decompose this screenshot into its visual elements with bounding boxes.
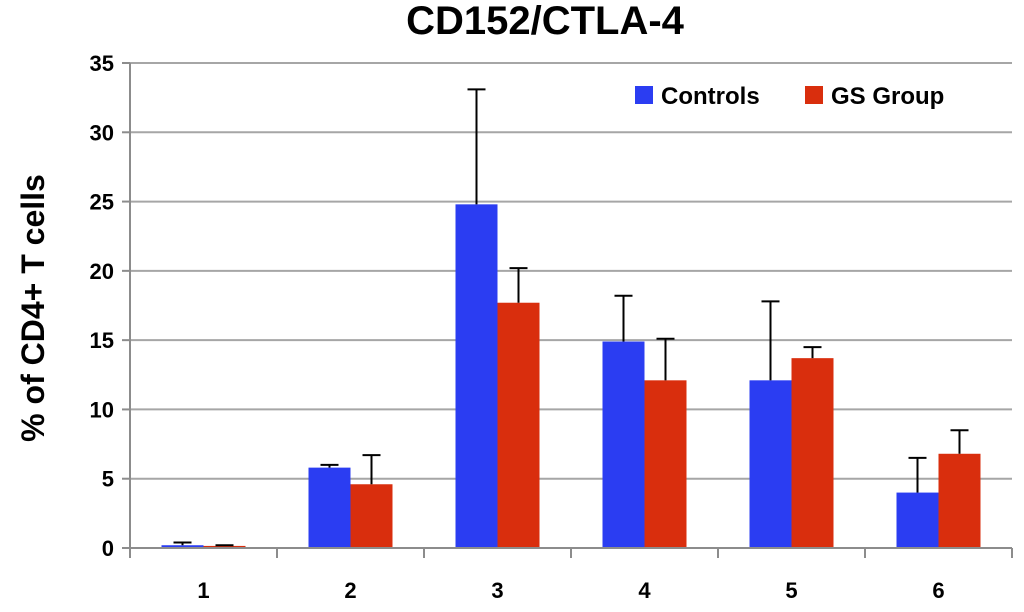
bar-gs-group: [791, 358, 834, 548]
legend-swatch: [635, 86, 653, 104]
x-tick-label: 3: [491, 578, 503, 603]
legend-label: GS Group: [831, 83, 944, 110]
grid-layer: [130, 62, 1012, 480]
legend-label: Controls: [661, 83, 760, 110]
x-tick-label: 2: [344, 578, 356, 603]
bar-controls: [161, 545, 204, 548]
x-tick-label: 6: [932, 578, 944, 603]
y-axis-label: % of CD4+ T cells: [15, 174, 51, 442]
bars-layer: [161, 88, 981, 549]
y-tick-label: 20: [90, 259, 114, 284]
chart-title: CD152/CTLA-4: [406, 0, 685, 43]
bar-controls: [896, 492, 939, 548]
y-tick-label: 0: [102, 536, 114, 561]
bar-gs-group: [350, 484, 393, 548]
x-tick-label: 1: [197, 578, 209, 603]
bar-controls: [749, 380, 792, 548]
y-tick-label: 15: [90, 328, 114, 353]
y-tick-label: 35: [90, 51, 114, 76]
y-tick-label: 30: [90, 120, 114, 145]
bar-controls: [455, 204, 498, 549]
x-tick-label: 4: [638, 578, 651, 603]
legend: Controls GS Group: [635, 83, 944, 110]
axes-layer: 0 5 10 15 20 25 30 35 1 2 3 4 5 6: [90, 51, 1013, 603]
bar-controls: [602, 341, 645, 548]
y-tick-label: 5: [102, 467, 114, 492]
y-tick-label: 10: [90, 397, 114, 422]
bar-gs-group: [938, 453, 981, 548]
y-tick-label: 25: [90, 190, 114, 215]
bar-gs-group: [644, 380, 687, 548]
bar-gs-group: [203, 545, 246, 548]
x-tick-label: 5: [785, 578, 797, 603]
bar-gs-group: [497, 302, 540, 548]
bar-controls: [308, 467, 351, 548]
legend-swatch: [805, 86, 823, 104]
